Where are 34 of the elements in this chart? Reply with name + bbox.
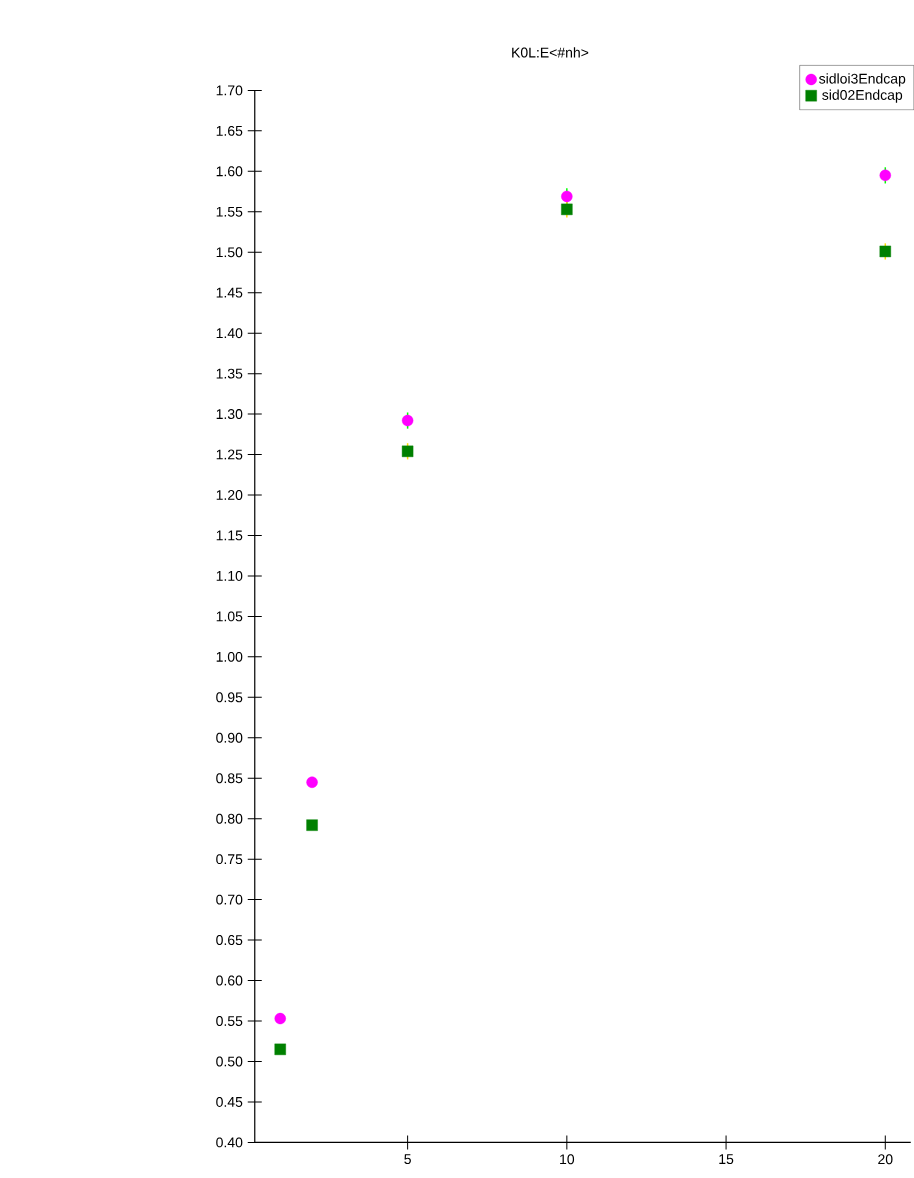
y-tick-label: 1.25 — [216, 449, 243, 460]
chart-title: K0L:E<#nh> — [512, 47, 589, 58]
y-tick-label: 1.00 — [216, 651, 243, 662]
y-tick-label: 1.45 — [216, 287, 243, 298]
y-tick-label: 0.50 — [216, 1056, 243, 1067]
x-tick-label: 5 — [404, 1154, 411, 1165]
y-tick-label: 0.80 — [216, 813, 243, 824]
y-tick-label: 0.45 — [216, 1096, 243, 1107]
y-tick-label: 1.30 — [216, 409, 243, 420]
legend-label: sidloi3Endcap — [819, 73, 906, 87]
y-tick-label: 0.75 — [216, 854, 243, 865]
y-tick-label: 1.60 — [216, 166, 243, 177]
x-tick-label: 15 — [719, 1154, 734, 1165]
y-tick-label: 0.95 — [216, 692, 243, 703]
y-tick-label: 1.20 — [216, 490, 243, 500]
y-tick-label: 1.40 — [216, 328, 243, 339]
y-tick-label: 1.50 — [216, 247, 243, 258]
y-tick-label: 1.05 — [216, 611, 243, 622]
y-tick-label: 1.10 — [216, 570, 243, 581]
legend-label: sid02Endcap — [822, 89, 903, 103]
y-tick-label: 0.40 — [216, 1137, 243, 1148]
y-tick-label: 0.60 — [216, 975, 243, 986]
y-tick-label: 0.65 — [216, 935, 243, 946]
x-tick-label: 20 — [878, 1154, 893, 1165]
y-tick-label: 1.35 — [216, 368, 243, 379]
y-tick-label: 1.65 — [216, 125, 243, 136]
x-tick-label: 10 — [560, 1154, 575, 1165]
y-tick-label: 1.15 — [216, 530, 243, 541]
y-tick-label: 0.55 — [216, 1016, 243, 1026]
y-tick-label: 0.70 — [216, 894, 243, 905]
y-tick-label: 0.85 — [216, 773, 243, 784]
y-tick-label: 1.55 — [216, 206, 243, 217]
y-tick-label: 0.90 — [216, 732, 243, 743]
y-tick-label: 1.70 — [216, 85, 243, 96]
